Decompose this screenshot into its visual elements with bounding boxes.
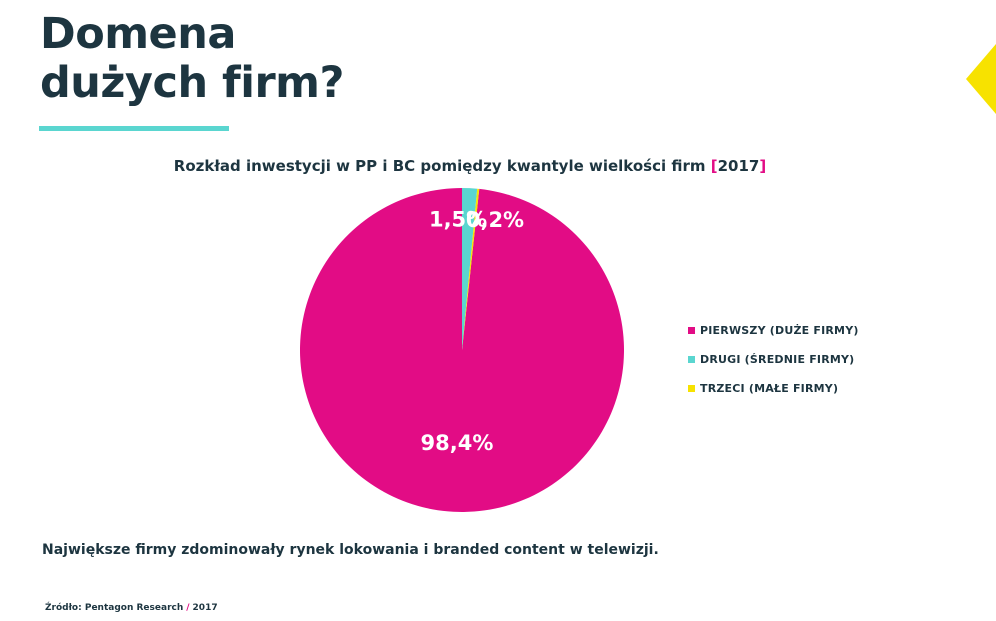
chart-legend: PIERWSZY (DUŻE FIRMY) DRUGI (ŚREDNIE FIRM… (688, 316, 859, 403)
legend-label-2: DRUGI (ŚREDNIE FIRMY) (700, 353, 855, 366)
source-year: 2017 (192, 603, 218, 613)
pie-slice-label-1: 98,4% (421, 431, 494, 455)
legend-swatch-1 (688, 327, 695, 334)
source-note: Źródło: Pentagon Research/2017 (45, 603, 218, 613)
pie-slice-label-2: 1,5% (429, 208, 487, 232)
pie-slice-label-3: 0,2% (466, 208, 524, 232)
page-title-line-1: Domena (40, 9, 236, 59)
chart-title-bracket-close: ] (759, 157, 767, 175)
legend-item-1: PIERWSZY (DUŻE FIRMY) (688, 316, 859, 345)
title-underline (39, 126, 229, 131)
source-label: Źródło: Pentagon Research (45, 603, 184, 613)
pie-slice-2 (462, 188, 478, 350)
corner-triangle-decoration (966, 44, 996, 114)
legend-label-1: PIERWSZY (DUŻE FIRMY) (700, 324, 859, 337)
chart-title: Rozkład inwestycji w PP i BC pomiędzy kw… (0, 157, 940, 175)
source-separator: / (186, 603, 190, 613)
chart-title-bracket-open: [ (710, 157, 718, 175)
chart-title-year: 2017 (717, 157, 760, 175)
pie-labels: 98,4% 1,5%0,2% (421, 208, 525, 455)
page-title-line-2: dużych firm? (40, 58, 344, 108)
chart-title-text: Rozkład inwestycji w PP i BC pomiędzy kw… (173, 157, 706, 175)
legend-item-3: TRZECI (MAŁE FIRMY) (688, 374, 859, 403)
legend-swatch-2 (688, 356, 695, 363)
summary-text: Największe firmy zdominowały rynek lokow… (42, 542, 659, 558)
page-title: Domena dużych firm? (40, 10, 344, 108)
pie-slices (299, 188, 624, 512)
legend-swatch-3 (688, 385, 695, 392)
legend-label-3: TRZECI (MAŁE FIRMY) (700, 382, 839, 395)
pie-slice-3 (462, 188, 480, 350)
legend-item-2: DRUGI (ŚREDNIE FIRMY) (688, 345, 859, 374)
